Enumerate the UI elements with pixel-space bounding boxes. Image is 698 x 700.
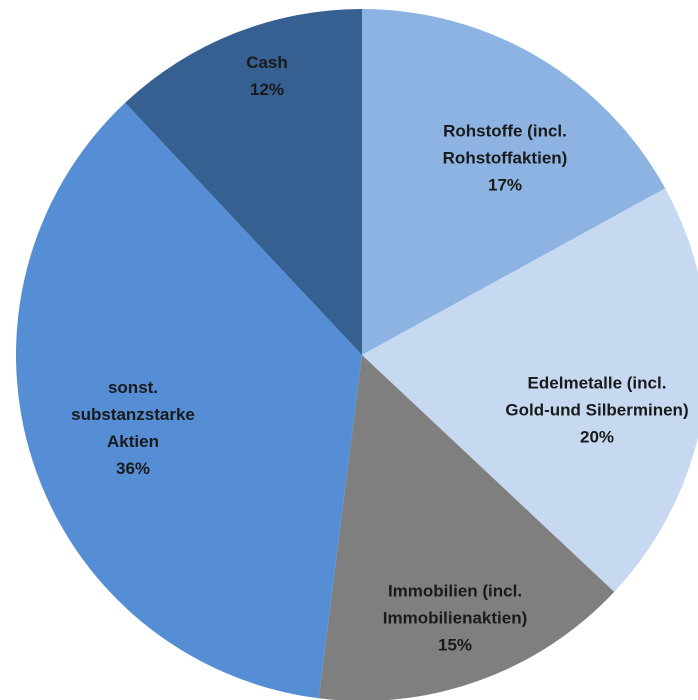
pie-slice [125, 9, 362, 355]
category-label: Edelmetalle (incl. Gold-und Silberminen) [505, 373, 689, 420]
value-label: 17% [487, 175, 523, 195]
category-label: sonst. substanzstarke Aktien [71, 378, 195, 451]
slice-label: Edelmetalle (incl. Gold-und Silberminen)… [505, 370, 690, 451]
value-label: 12% [249, 80, 285, 99]
slice-label: Cash 12% [222, 49, 312, 103]
pie-slice [362, 9, 666, 355]
category-label: Cash [246, 53, 288, 72]
pie-slice [362, 188, 698, 592]
pie-slice [318, 355, 615, 700]
category-label: Rohstoffe (incl. Rohstoffaktien) [442, 121, 568, 168]
value-label: 20% [579, 427, 615, 447]
slice-label: Immobilien (incl. Immobilienaktien) 15% [350, 578, 560, 659]
value-label: 15% [437, 635, 473, 655]
slice-label: sonst. substanzstarke Aktien 36% [63, 374, 203, 482]
slice-label: Rohstoffe (incl. Rohstoffaktien) 17% [418, 118, 593, 199]
value-label: 36% [115, 459, 151, 478]
category-label: Immobilien (incl. Immobilienaktien) [382, 581, 528, 628]
pie-slice [15, 102, 362, 699]
